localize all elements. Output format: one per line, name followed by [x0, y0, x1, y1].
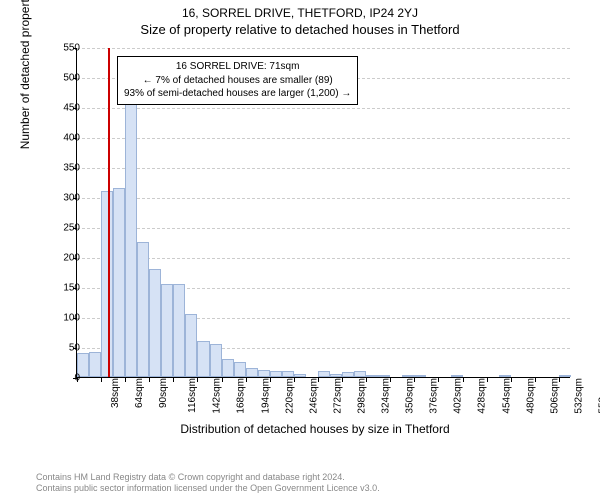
ytick-label: 350 — [40, 163, 80, 174]
histogram-bar — [246, 368, 258, 377]
xtick-label: 272sqm — [332, 378, 343, 414]
histogram-bar — [414, 375, 426, 377]
xtick-label: 194sqm — [260, 378, 271, 414]
histogram-bar — [234, 362, 246, 377]
xtick-label: 480sqm — [525, 378, 536, 414]
annotation-line-1: 16 SORREL DRIVE: 71sqm — [124, 60, 351, 74]
gridline — [77, 48, 570, 49]
histogram-bar — [270, 371, 282, 377]
histogram-bar — [137, 242, 149, 377]
page-address: 16, SORREL DRIVE, THETFORD, IP24 2YJ — [0, 0, 600, 20]
histogram-bar — [354, 371, 366, 377]
histogram-bar — [210, 344, 222, 377]
gridline — [77, 228, 570, 229]
ytick-label: 550 — [40, 43, 80, 54]
histogram-bar — [559, 375, 571, 377]
histogram-bar — [342, 372, 354, 377]
gridline — [77, 198, 570, 199]
xtick-label: 350sqm — [405, 378, 416, 414]
xtick-mark — [125, 378, 126, 382]
page-subtitle: Size of property relative to detached ho… — [0, 20, 600, 37]
histogram-bar — [282, 371, 294, 377]
xtick-mark — [149, 378, 150, 382]
histogram-bar — [113, 188, 125, 377]
xtick-label: 116sqm — [187, 378, 198, 413]
gridline — [77, 138, 570, 139]
xtick-label: 220sqm — [284, 378, 295, 414]
xtick-label: 428sqm — [477, 378, 488, 414]
histogram-bar — [402, 375, 414, 377]
ytick-label: 150 — [40, 283, 80, 294]
histogram-bar — [451, 375, 463, 377]
footer-attribution: Contains HM Land Registry data © Crown c… — [36, 472, 380, 495]
annotation-box: 16 SORREL DRIVE: 71sqm ← 7% of detached … — [117, 56, 358, 105]
histogram-bar — [197, 341, 209, 377]
plot-area: 16 SORREL DRIVE: 71sqm ← 7% of detached … — [76, 48, 570, 378]
ytick-label: 400 — [40, 133, 80, 144]
histogram-bar — [366, 375, 378, 377]
xtick-label: 376sqm — [429, 378, 440, 414]
ytick-label: 450 — [40, 103, 80, 114]
xtick-label: 142sqm — [212, 378, 223, 414]
xtick-label: 402sqm — [453, 378, 464, 414]
histogram-bar — [149, 269, 161, 377]
histogram-bar — [499, 375, 511, 377]
annotation-line-2: ← 7% of detached houses are smaller (89) — [124, 74, 351, 88]
footer-line-2: Contains public sector information licen… — [36, 483, 380, 494]
gridline — [77, 108, 570, 109]
xtick-label: 298sqm — [357, 378, 368, 414]
histogram-bar — [89, 352, 101, 377]
xtick-mark — [101, 378, 102, 382]
xtick-mark — [173, 378, 174, 382]
xtick-label: 506sqm — [549, 378, 560, 414]
histogram-bar — [222, 359, 234, 377]
histogram-bar — [125, 104, 137, 377]
ytick-label: 0 — [40, 373, 80, 384]
histogram-bar — [173, 284, 185, 377]
annotation-line-3: 93% of semi-detached houses are larger (… — [124, 87, 351, 101]
gridline — [77, 168, 570, 169]
xtick-label: 246sqm — [308, 378, 319, 414]
histogram-bar — [330, 374, 342, 377]
histogram-bar — [378, 375, 390, 377]
histogram-bar — [294, 374, 306, 377]
y-axis-label: Number of detached properties — [18, 0, 32, 149]
ytick-label: 50 — [40, 343, 80, 354]
ytick-label: 200 — [40, 253, 80, 264]
histogram-bar — [258, 370, 270, 377]
ytick-label: 300 — [40, 193, 80, 204]
histogram-bar — [318, 371, 330, 377]
xtick-label: 532sqm — [573, 378, 584, 414]
footer-line-1: Contains HM Land Registry data © Crown c… — [36, 472, 380, 483]
xtick-label: 454sqm — [501, 378, 512, 414]
ytick-label: 250 — [40, 223, 80, 234]
xtick-label: 64sqm — [134, 378, 145, 408]
histogram-bar — [161, 284, 173, 377]
ytick-label: 100 — [40, 313, 80, 324]
property-marker-line — [108, 48, 110, 377]
ytick-label: 500 — [40, 73, 80, 84]
chart-container: Number of detached properties 16 SORREL … — [50, 42, 580, 422]
histogram-bar — [185, 314, 197, 377]
xtick-label: 90sqm — [158, 378, 169, 408]
gridline — [77, 258, 570, 259]
xtick-label: 38sqm — [110, 378, 121, 408]
x-axis-label: Distribution of detached houses by size … — [50, 422, 580, 470]
xtick-label: 168sqm — [236, 378, 247, 414]
xtick-label: 324sqm — [381, 378, 392, 414]
